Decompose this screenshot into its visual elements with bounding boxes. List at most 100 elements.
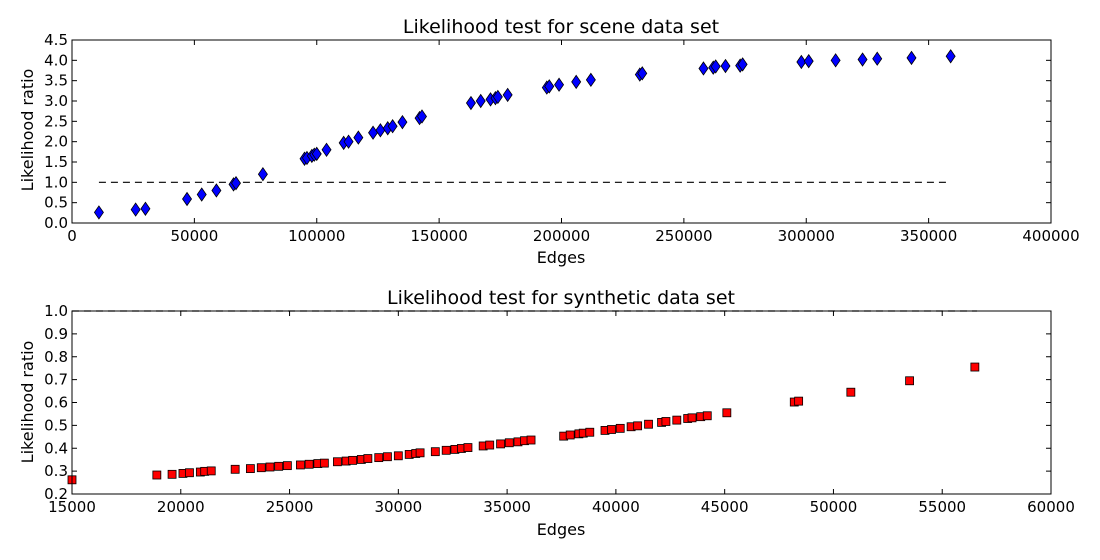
scene-data-point bbox=[257, 166, 268, 182]
synthetic-data-point bbox=[565, 430, 575, 440]
scene-data-point bbox=[196, 187, 207, 202]
synthetic-data-point bbox=[526, 435, 536, 445]
synthetic-x-tick-label: 40000 bbox=[592, 498, 640, 516]
synthetic-ticks: 15000 20000 25000 30000 35000 40000 45000 50000… bbox=[44, 302, 1075, 516]
scene-y-tick-label: 4.5 bbox=[44, 31, 68, 49]
synthetic-chart-panel: Likelihood test for synthetic data set E… bbox=[18, 287, 1075, 539]
synthetic-data-points bbox=[67, 362, 980, 485]
synthetic-data-point bbox=[282, 461, 292, 471]
scene-data-point bbox=[321, 142, 332, 158]
scene-x-tick-label: 200000 bbox=[533, 227, 590, 245]
scene-data-point bbox=[857, 52, 868, 67]
synthetic-data-point bbox=[304, 459, 314, 469]
scene-y-tick-label: 1.5 bbox=[44, 153, 68, 171]
synthetic-x-tick-label: 45000 bbox=[701, 498, 749, 516]
scene-x-tick-label: 50000 bbox=[171, 227, 219, 245]
scene-data-point bbox=[353, 130, 364, 145]
scene-data-point bbox=[492, 89, 503, 105]
synthetic-data-point bbox=[633, 421, 643, 431]
synthetic-data-point bbox=[485, 440, 495, 450]
synthetic-x-tick-label: 25000 bbox=[266, 498, 314, 516]
scene-data-point bbox=[465, 95, 476, 111]
scene-x-axis-label: Edges bbox=[537, 248, 586, 267]
synthetic-data-point bbox=[393, 451, 403, 461]
synthetic-x-tick-label: 35000 bbox=[483, 498, 531, 516]
scene-data-point bbox=[945, 49, 956, 64]
synthetic-chart-title: Likelihood test for synthetic data set bbox=[387, 287, 735, 309]
synthetic-data-point bbox=[430, 447, 440, 457]
scene-y-axis-label: Likelihood ratio bbox=[18, 69, 37, 192]
scene-y-tick-label: 2.5 bbox=[44, 112, 68, 130]
synthetic-y-tick-label: 0.7 bbox=[44, 371, 68, 389]
scene-data-point bbox=[830, 53, 841, 68]
scene-data-point bbox=[637, 66, 648, 81]
scene-data-point bbox=[368, 125, 379, 140]
synthetic-y-tick-label: 0.3 bbox=[44, 462, 68, 480]
synthetic-data-point bbox=[661, 417, 671, 426]
scene-data-point bbox=[872, 51, 883, 66]
scene-data-point bbox=[698, 61, 709, 76]
scene-x-tick-label: 100000 bbox=[288, 227, 345, 245]
synthetic-plot-frame bbox=[71, 310, 1052, 495]
synthetic-x-tick-label: 20000 bbox=[157, 498, 205, 516]
synthetic-data-point bbox=[441, 445, 451, 455]
scene-y-tick-label: 3.5 bbox=[44, 72, 68, 90]
scene-data-point bbox=[906, 50, 917, 66]
synthetic-data-point bbox=[333, 457, 342, 467]
synthetic-x-tick-label: 30000 bbox=[374, 498, 422, 516]
scene-x-tick-label: 0 bbox=[67, 227, 77, 245]
synthetic-y-tick-label: 0.2 bbox=[44, 485, 68, 503]
scene-data-point bbox=[375, 123, 386, 138]
scene-data-points bbox=[93, 49, 956, 220]
synthetic-data-point bbox=[363, 454, 373, 463]
scene-data-point bbox=[710, 59, 721, 74]
synthetic-data-point bbox=[585, 427, 595, 437]
synthetic-data-point bbox=[687, 413, 697, 423]
scene-x-tick-label: 350000 bbox=[900, 227, 957, 245]
synthetic-x-axis-label: Edges bbox=[537, 520, 586, 539]
synthetic-y-tick-label: 0.8 bbox=[44, 348, 68, 366]
synthetic-data-point bbox=[206, 466, 216, 476]
scene-data-point bbox=[544, 79, 555, 94]
scene-data-point bbox=[554, 77, 565, 92]
synthetic-y-tick-label: 0.6 bbox=[44, 394, 68, 412]
synthetic-data-point bbox=[672, 415, 682, 425]
scene-data-point bbox=[571, 74, 582, 90]
synthetic-y-axis-label: Likelihood ratio bbox=[18, 341, 37, 464]
scene-data-point bbox=[475, 93, 486, 109]
synthetic-data-point bbox=[607, 425, 616, 434]
synthetic-data-point bbox=[644, 419, 653, 429]
scene-data-point bbox=[93, 205, 104, 220]
synthetic-x-tick-label: 55000 bbox=[918, 498, 966, 516]
scene-data-point bbox=[311, 146, 322, 162]
synthetic-y-tick-label: 0.5 bbox=[44, 416, 68, 434]
scene-x-tick-label: 300000 bbox=[778, 227, 835, 245]
scene-data-point bbox=[796, 54, 807, 70]
synthetic-data-point bbox=[152, 470, 162, 480]
synthetic-data-point bbox=[415, 448, 425, 458]
scene-data-point bbox=[211, 183, 222, 198]
synthetic-data-point bbox=[496, 439, 505, 449]
scene-data-point bbox=[140, 201, 151, 216]
scene-x-tick-label: 400000 bbox=[1022, 227, 1079, 245]
synthetic-data-point bbox=[463, 443, 473, 452]
synthetic-data-point bbox=[615, 423, 625, 433]
scene-plot-frame bbox=[71, 39, 1052, 224]
synthetic-data-point bbox=[245, 464, 255, 474]
synthetic-data-point bbox=[167, 469, 177, 479]
scene-chart-title: Likelihood test for scene data set bbox=[403, 16, 719, 38]
scene-data-point bbox=[737, 57, 748, 72]
scene-data-point bbox=[585, 72, 596, 88]
scene-y-tick-label: 3.0 bbox=[44, 92, 68, 110]
scene-data-point bbox=[397, 114, 408, 130]
synthetic-data-point bbox=[185, 468, 194, 478]
scene-data-point bbox=[230, 175, 241, 191]
synthetic-data-point bbox=[348, 455, 358, 465]
scene-data-point bbox=[130, 202, 141, 217]
synthetic-data-point bbox=[794, 396, 804, 406]
synthetic-x-tick-label: 60000 bbox=[1027, 498, 1075, 516]
synthetic-y-tick-label: 0.9 bbox=[44, 325, 68, 343]
synthetic-data-point bbox=[846, 387, 856, 397]
synthetic-y-tick-label: 1.0 bbox=[44, 302, 68, 320]
